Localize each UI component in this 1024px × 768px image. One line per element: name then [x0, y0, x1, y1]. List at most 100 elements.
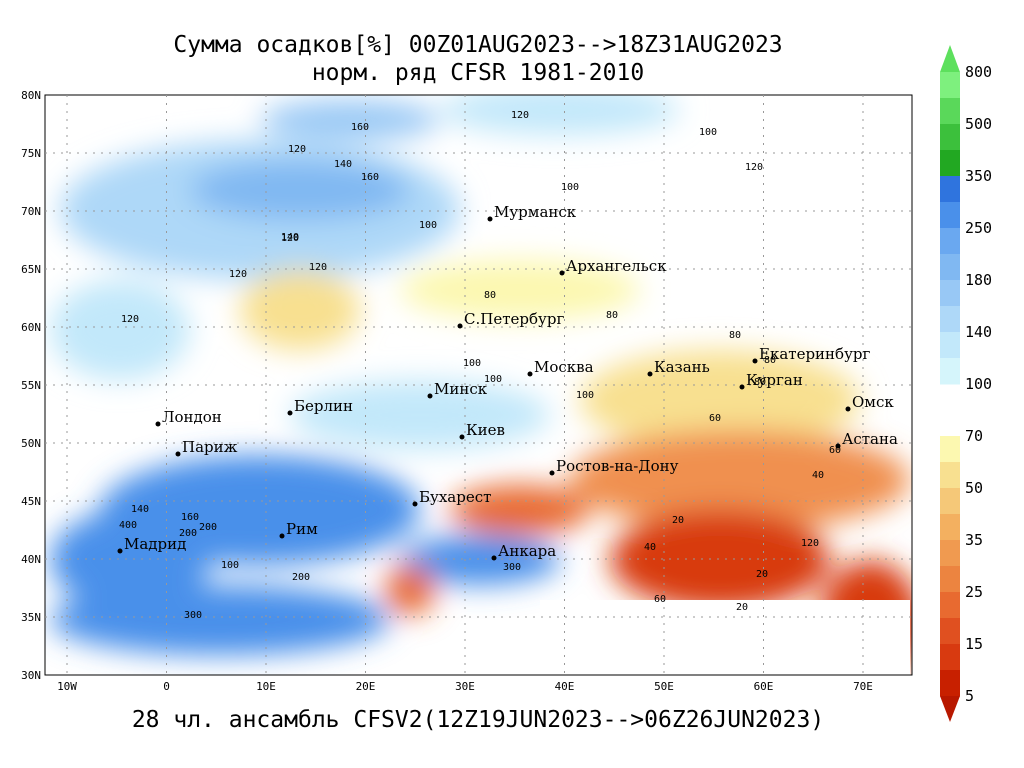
city-dot: [287, 410, 293, 416]
city-dot: [845, 406, 851, 412]
lat-label: 60N: [21, 321, 41, 334]
colorbar-label: 800: [965, 63, 992, 81]
colorbar-segment: [940, 150, 960, 177]
lat-label: 65N: [21, 263, 41, 276]
city-label: Архангельск: [566, 257, 667, 275]
contour-label: 80: [754, 377, 766, 388]
colorbar-arrow-top: [940, 45, 960, 72]
colorbar-segment: [940, 514, 960, 541]
contour-label: 80: [606, 310, 618, 321]
contour-label: 120: [309, 262, 327, 273]
lon-label: 50E: [654, 680, 674, 693]
city-label: Омск: [852, 393, 894, 411]
contour-label: 160: [351, 122, 369, 133]
contour-label: 20: [756, 569, 768, 580]
contour-label: 120: [511, 110, 529, 121]
contour-label: 60: [829, 445, 841, 456]
colorbar-segment: [940, 332, 960, 359]
contour-label: 100: [699, 127, 717, 138]
contour-label: 40: [644, 542, 656, 553]
lat-label: 45N: [21, 495, 41, 508]
lon-label: 10E: [256, 680, 276, 693]
city-label: Лондон: [162, 408, 222, 426]
city-label: Киев: [466, 421, 505, 439]
city-label: С.Петербург: [464, 310, 564, 328]
contour-label: 100: [463, 358, 481, 369]
city-dot: [459, 434, 465, 440]
contour-label: 80: [484, 290, 496, 301]
city-dot: [739, 384, 745, 390]
city-label: Москва: [534, 358, 594, 376]
city-dot: [559, 270, 565, 276]
colorbar-segment: [940, 644, 960, 671]
colorbar-segment: [940, 280, 960, 307]
city-dot: [175, 451, 181, 457]
city-label: Казань: [654, 358, 710, 376]
city-dot: [427, 393, 433, 399]
colorbar-segment: [940, 176, 960, 203]
lat-label: 75N: [21, 147, 41, 160]
graticule: [45, 95, 912, 675]
city-dot: [491, 555, 497, 561]
colorbar-label: 35: [965, 531, 983, 549]
colorbar-segment: [940, 124, 960, 151]
contour-label: 140: [131, 504, 149, 515]
city-label: Рим: [286, 520, 318, 538]
city-label: Минск: [434, 380, 488, 398]
lon-label: 20E: [356, 680, 376, 693]
lon-label: 70E: [853, 680, 873, 693]
city-dot: [457, 323, 463, 329]
lon-label: 0: [163, 680, 170, 693]
city-label: Бухарест: [419, 488, 491, 506]
contour-label: 160: [361, 172, 379, 183]
contour-label: 200: [292, 572, 310, 583]
city-dot: [279, 533, 285, 539]
contour-label: 160: [181, 512, 199, 523]
colorbar-segment: [940, 72, 960, 99]
contour-label: 20: [736, 602, 748, 613]
colorbar-label: 25: [965, 583, 983, 601]
title-line-1: Сумма осадков[%] 00Z01AUG2023-->18Z31AUG…: [173, 32, 782, 58]
colorbar-label: 70: [965, 427, 983, 445]
colorbar-segment: [940, 254, 960, 281]
colorbar-segment: [940, 202, 960, 229]
city-dot: [647, 371, 653, 377]
contour-label: 140: [281, 232, 299, 243]
city-label: Ростов-на-Дону: [556, 457, 679, 475]
contour-label: 300: [184, 610, 202, 621]
contour-label: 400: [119, 520, 137, 531]
city-label: Мадрид: [124, 535, 186, 553]
lon-label: 10W: [57, 680, 77, 693]
precip-field: [45, 95, 912, 675]
contour-label: 100: [484, 374, 502, 385]
colorbar-segment: [940, 618, 960, 645]
lon-label: 40E: [555, 680, 575, 693]
colorbar-label: 180: [965, 271, 992, 289]
city-label: Анкара: [498, 542, 556, 560]
colorbar-segment: [940, 228, 960, 255]
contour-label: 60: [654, 594, 666, 605]
city-dot: [752, 358, 758, 364]
colorbar-label: 350: [965, 167, 992, 185]
colorbar-segment: [940, 540, 960, 567]
colorbar-segment: [940, 436, 960, 463]
contour-label: 80: [764, 355, 776, 366]
city-dot: [527, 371, 533, 377]
city-label: Мурманск: [494, 203, 577, 221]
colorbar-segment: [940, 670, 960, 697]
city-label: Екатеринбург: [759, 345, 870, 363]
footer: 28 чл. ансамбль CFSV2(12Z19JUN2023-->06Z…: [132, 707, 824, 733]
contour-label: 200: [179, 528, 197, 539]
colorbar: 800 500 350 250 180 140 100 70 50 35 25 15 5: [940, 45, 992, 722]
colorbar-label: 15: [965, 635, 983, 653]
lat-label: 55N: [21, 379, 41, 392]
contour-label: 100: [419, 220, 437, 231]
contour-label: 140: [334, 159, 352, 170]
contour-label: 120: [121, 314, 139, 325]
lon-label: 60E: [754, 680, 774, 693]
city-label: Курган: [746, 371, 803, 389]
colorbar-segment: [940, 306, 960, 333]
contour-label: 200: [199, 522, 217, 533]
colorbar-segment: [940, 462, 960, 489]
lat-label: 35N: [21, 611, 41, 624]
